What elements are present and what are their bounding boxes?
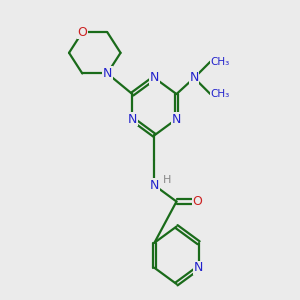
Text: H: H <box>163 175 171 185</box>
Text: CH₃: CH₃ <box>210 89 230 99</box>
Text: N: N <box>128 112 137 126</box>
Text: O: O <box>77 26 87 39</box>
Text: N: N <box>150 179 159 192</box>
Text: N: N <box>190 71 199 84</box>
Text: N: N <box>172 112 181 126</box>
Text: N: N <box>194 261 203 274</box>
Text: O: O <box>192 195 202 208</box>
Text: N: N <box>103 67 112 80</box>
Text: N: N <box>150 71 159 84</box>
Text: CH₃: CH₃ <box>210 57 230 67</box>
